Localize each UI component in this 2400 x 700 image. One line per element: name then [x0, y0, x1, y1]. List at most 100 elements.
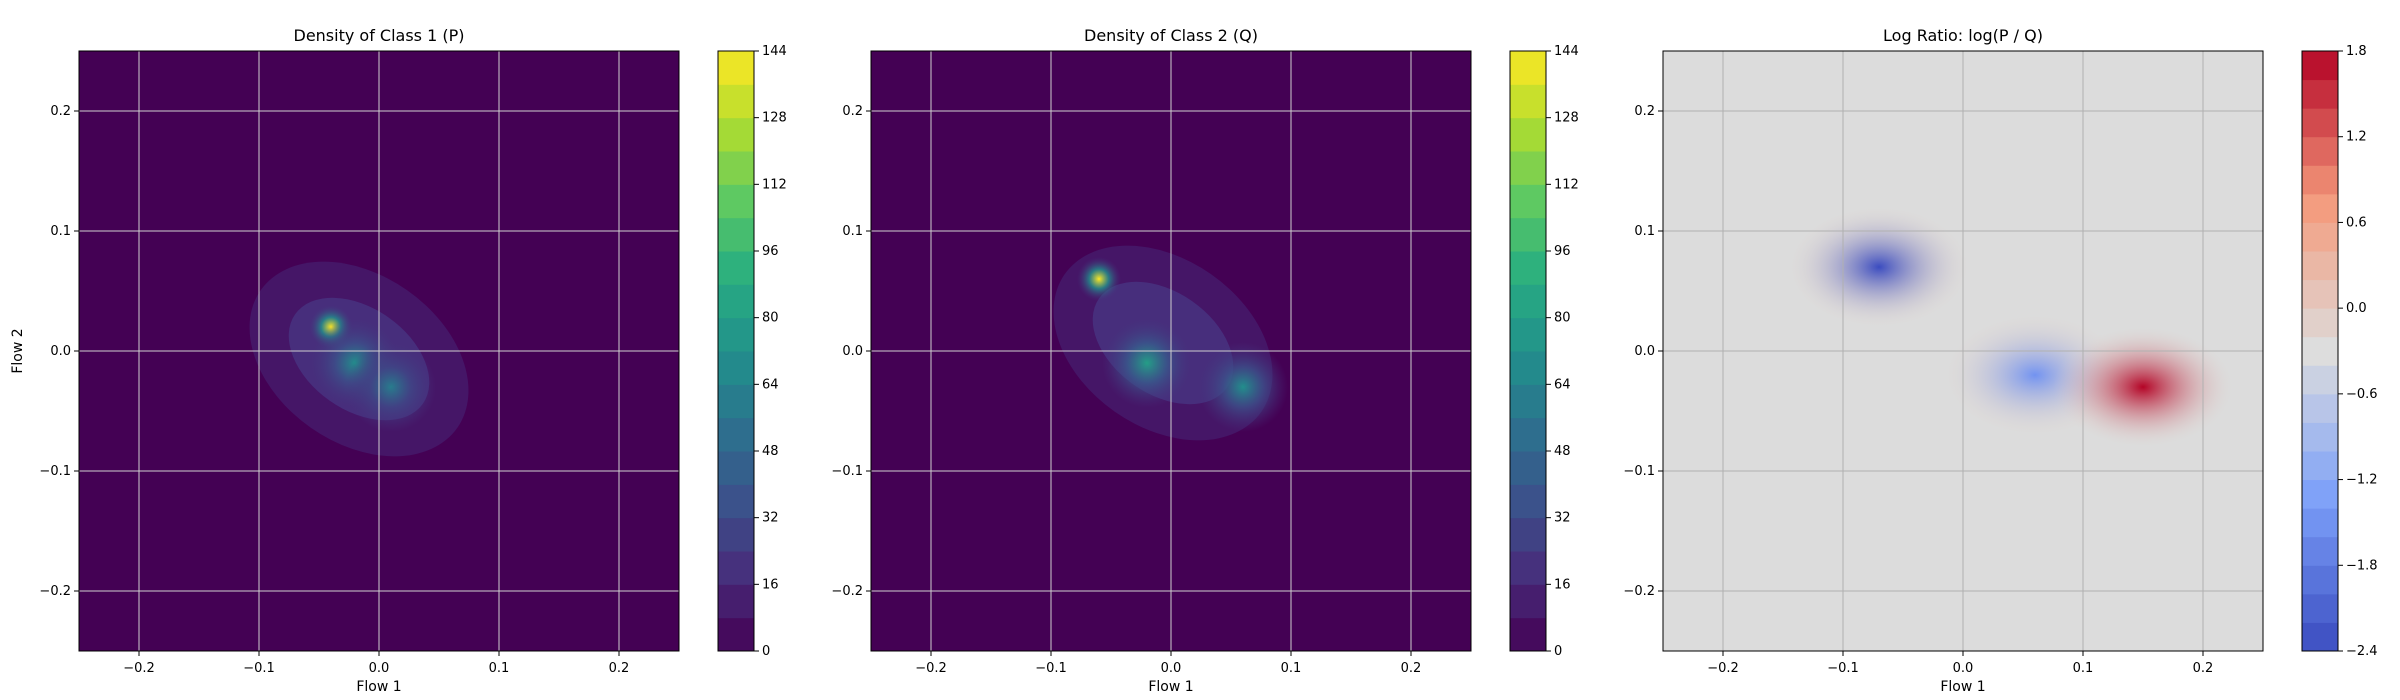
colorbar-band [718, 617, 754, 652]
colorbar-band [2302, 536, 2338, 566]
colorbar-tick-label: 1.2 [2346, 130, 2367, 145]
colorbar-band [718, 551, 754, 585]
colorbar-band [718, 51, 754, 85]
colorbar-tick-label: 16 [762, 577, 779, 592]
x-tick-label: −0.2 [1707, 661, 1739, 676]
colorbar-tick-label: −2.4 [2346, 644, 2378, 659]
colorbar-tick-label: 96 [762, 244, 779, 259]
y-axis: −0.2 −0.1 0.0 0.1 0.2 [831, 104, 863, 599]
y-axis-label: Flow 2 [10, 328, 26, 373]
colorbar-tick-label: 64 [762, 377, 779, 392]
colorbar-tick-label: 144 [1554, 44, 1579, 59]
x-tick-label: 0.2 [1401, 661, 1422, 676]
colorbar-band [1510, 384, 1546, 419]
colorbar-band [2302, 393, 2338, 423]
colorbar-tick-label: 80 [1554, 311, 1571, 326]
panel-title: Density of Class 2 (Q) [1084, 26, 1258, 45]
colorbar-band [1510, 351, 1546, 385]
colorbar [2301, 50, 2343, 652]
x-tick-label: −0.2 [915, 661, 947, 676]
x-axis: −0.2 −0.1 0.0 0.1 0.2 [123, 661, 629, 676]
panel-title: Density of Class 1 (P) [294, 26, 465, 45]
colorbar-tick-label: 48 [1554, 444, 1571, 459]
colorbar-band [1510, 417, 1546, 452]
x-tick-label: 0.0 [369, 661, 390, 676]
y-tick-label: 0.2 [1634, 104, 1655, 119]
colorbar-tick-label: 80 [762, 311, 779, 326]
colorbar-ticks: 0 16 32 48 64 80 96 112 128 144 [1554, 44, 1579, 659]
positive-region [2053, 327, 2233, 447]
density-peak [346, 342, 436, 432]
colorbar-band [718, 117, 754, 152]
colorbar-band [1510, 584, 1546, 619]
colorbar-band [2302, 593, 2338, 623]
colorbar-ticks: 0 16 32 48 64 80 96 112 128 144 [762, 44, 787, 659]
colorbar-tick-label: 48 [762, 444, 779, 459]
y-tick-label: 0.1 [50, 224, 71, 239]
y-axis: −0.2 −0.1 0.0 0.1 0.2 [1623, 104, 1655, 599]
colorbar-band [718, 451, 754, 485]
density-field [1789, 207, 2233, 447]
y-tick-label: 0.0 [1634, 344, 1655, 359]
colorbar-band [2302, 51, 2338, 81]
density-peak [1102, 318, 1192, 408]
plot-area [74, 50, 680, 656]
colorbar-tick-label: −1.8 [2346, 558, 2378, 573]
colorbar-tick-label: 0.0 [2346, 301, 2367, 316]
colorbar-band [2302, 279, 2338, 309]
colorbar-band [718, 217, 754, 252]
density-peak [1198, 342, 1288, 432]
density-field [249, 261, 469, 457]
y-tick-label: −0.2 [831, 584, 863, 599]
negative-region [1789, 207, 1969, 327]
x-tick-label: 0.1 [1281, 661, 1302, 676]
colorbar-tick-label: 0.6 [2346, 215, 2367, 230]
colorbar-tick-label: −0.6 [2346, 387, 2378, 402]
colorbar-band [1510, 317, 1546, 352]
colorbar-frame [1509, 50, 1547, 652]
y-tick-label: −0.1 [39, 464, 71, 479]
colorbar-band [2302, 336, 2338, 366]
x-tick-label: −0.2 [123, 661, 155, 676]
colorbar-tick-label: 32 [762, 511, 779, 526]
colorbar-tick-label: 0 [1554, 644, 1562, 659]
x-tick-label: 0.1 [489, 661, 510, 676]
y-tick-label: 0.2 [50, 104, 71, 119]
x-axis: −0.2 −0.1 0.0 0.1 0.2 [1707, 661, 2213, 676]
y-tick-label: 0.0 [50, 344, 71, 359]
x-tick-label: 0.2 [609, 661, 630, 676]
y-tick-label: −0.2 [39, 584, 71, 599]
y-tick-label: −0.2 [1623, 584, 1655, 599]
colorbar-band [2302, 622, 2338, 652]
colorbar-band [1510, 451, 1546, 485]
colorbar-band [2302, 422, 2338, 452]
colorbar-tick-label: 0 [762, 644, 770, 659]
x-tick-label: 0.0 [1953, 661, 1974, 676]
plot-area [1658, 50, 2264, 656]
y-tick-label: 0.0 [842, 344, 863, 359]
panel-density-class-1: Density of Class 1 (P) −0.2 −0.1 0.0 0.1… [10, 26, 787, 695]
colorbar [717, 50, 759, 652]
colorbar-band [718, 284, 754, 319]
colorbar-band [718, 251, 754, 285]
colorbar-band [718, 317, 754, 352]
x-axis: −0.2 −0.1 0.0 0.1 0.2 [915, 661, 1421, 676]
y-tick-label: 0.2 [842, 104, 863, 119]
x-tick-label: −0.1 [243, 661, 275, 676]
y-tick-label: −0.1 [831, 464, 863, 479]
y-tick-label: 0.1 [842, 224, 863, 239]
y-axis: −0.2 −0.1 0.0 0.1 0.2 [39, 104, 71, 599]
density-peak [1077, 257, 1121, 301]
colorbar-band [718, 184, 754, 219]
colorbar-band [718, 84, 754, 119]
colorbar-band [1510, 151, 1546, 185]
x-tick-label: −0.1 [1035, 661, 1067, 676]
colorbar-band [2302, 365, 2338, 395]
colorbar-band [2302, 193, 2338, 223]
x-tick-label: 0.1 [2073, 661, 2094, 676]
colorbar-band [2302, 79, 2338, 109]
colorbar-band [1510, 84, 1546, 119]
colorbar-band [718, 384, 754, 419]
colorbar-tick-label: 64 [1554, 377, 1571, 392]
